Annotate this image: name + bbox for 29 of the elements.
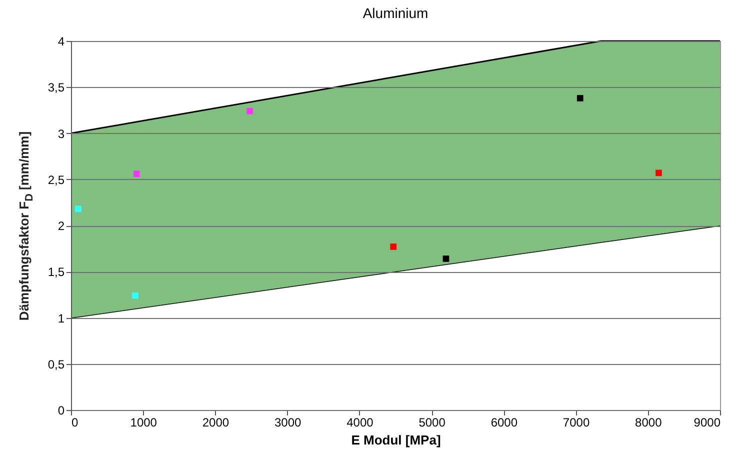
x-tick-label: 9000: [694, 416, 721, 430]
x-tick-label: 0: [72, 416, 78, 430]
point: [246, 108, 253, 114]
y-tick-label: 2: [58, 219, 65, 233]
y-tick-label: 1,5: [48, 265, 65, 280]
chart-title: Aluminium: [362, 5, 428, 21]
y-tick-label: 4: [58, 34, 65, 48]
x-tick-label: 2000: [202, 416, 230, 430]
x-tick-label: 3000: [274, 416, 302, 430]
x-tick-label: 7000: [562, 416, 590, 430]
point: [442, 256, 450, 262]
x-tick-label: 5000: [418, 416, 446, 430]
point: [576, 95, 584, 102]
y-tick-label: 0: [58, 404, 65, 418]
y-tick-label: 3,5: [48, 80, 65, 95]
point: [390, 244, 396, 250]
y-tick-label: 3: [58, 126, 65, 141]
point: [656, 170, 662, 176]
y-tick-label: 0,5: [48, 357, 65, 372]
x-tick-label: 4000: [346, 416, 374, 430]
x-tick-label: 1000: [130, 416, 158, 430]
point: [133, 170, 140, 178]
x-axis-title: E Modul [MPa]: [351, 432, 441, 448]
y-tick-label: 2,5: [48, 172, 65, 187]
point: [132, 292, 138, 299]
x-tick-label: 6000: [490, 416, 518, 430]
y-tick-label: 1: [58, 311, 65, 326]
x-tick-label: 8000: [635, 416, 662, 430]
point: [75, 206, 82, 212]
